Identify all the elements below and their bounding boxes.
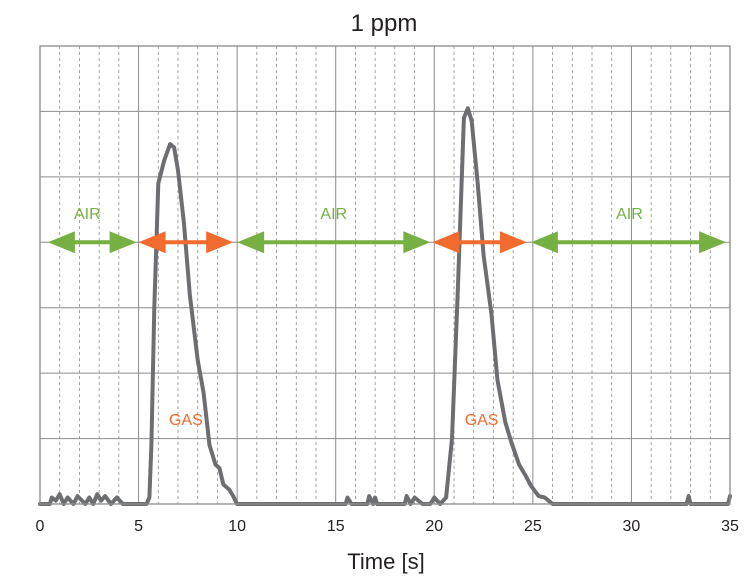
annotation-label-air: AIR: [74, 206, 101, 223]
annotation-arrowhead-right: [699, 231, 726, 253]
plot-frame: [40, 46, 730, 504]
annotation-arrowhead-left: [237, 231, 264, 253]
x-tick-label: 0: [36, 518, 45, 535]
sensor-response-line: [40, 108, 730, 504]
annotation-label-gas: GAS: [465, 412, 499, 429]
x-tick-label: 20: [425, 518, 443, 535]
annotation-layer: AIR AIR AIR GAS GAS: [48, 206, 726, 429]
annotation-arrowhead-right: [110, 231, 137, 253]
annotation-arrowhead-right: [206, 231, 233, 253]
annotation-arrowhead-left: [432, 231, 459, 253]
annotation-arrowhead-left: [139, 231, 166, 253]
x-tick-label: 25: [524, 518, 542, 535]
x-tick-label: 15: [327, 518, 345, 535]
annotation-arrowhead-right: [403, 231, 430, 253]
x-tick-label: 5: [134, 518, 143, 535]
annotation-arrowhead-left: [531, 231, 558, 253]
annotation-label-gas: GAS: [169, 412, 203, 429]
annotation-label-air: AIR: [320, 206, 347, 223]
x-tick-label: 30: [623, 518, 641, 535]
annotation-label-air: AIR: [616, 206, 643, 223]
x-tick-label: 10: [228, 518, 246, 535]
grid: [40, 46, 730, 504]
annotation-arrowhead-left: [48, 231, 75, 253]
chart-title: 1 ppm: [351, 10, 418, 37]
series-layer: [40, 108, 730, 504]
x-tick-label: 35: [721, 518, 739, 535]
x-axis-label: Time [s]: [347, 549, 424, 574]
x-tick-labels: 0 5 10 15 20 25 30 35: [36, 518, 739, 535]
